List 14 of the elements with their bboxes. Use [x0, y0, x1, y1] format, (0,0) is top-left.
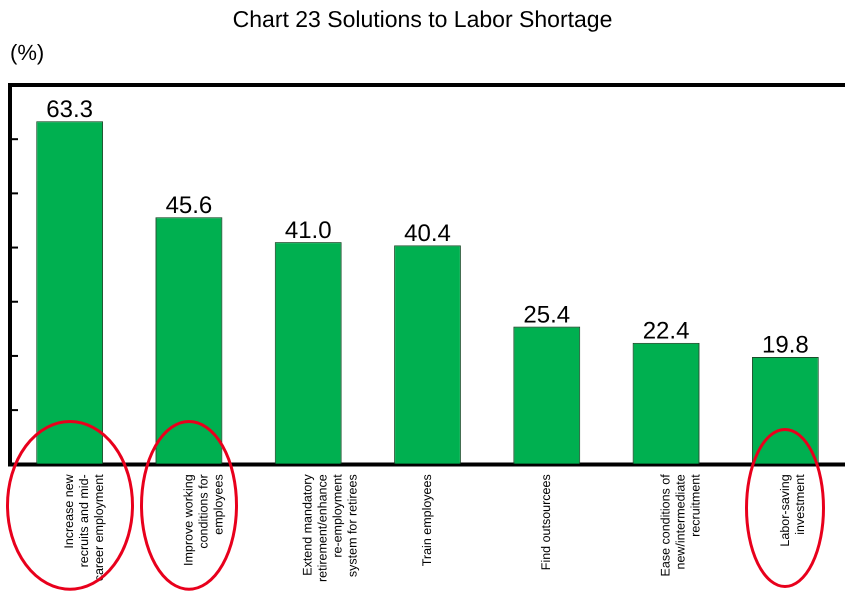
data-label: 63.3 — [46, 96, 93, 123]
y-axis-title: (%) — [10, 40, 44, 66]
data-label: 41.0 — [284, 216, 332, 244]
x-tick-label: Train employees — [420, 474, 434, 566]
x-tick-label: Labor-saving investment — [778, 474, 807, 547]
x-tick-label: Improve working conditions for employees — [181, 474, 226, 566]
x-tick-label: Ease conditions of new/intermediate recruitment — [658, 474, 703, 576]
chart-title: Chart 23 Solutions to Labor Shortage — [232, 6, 614, 33]
data-label: 45.6 — [166, 192, 212, 219]
data-label: 22.4 — [642, 318, 690, 345]
x-tick-label: Find outsourcees — [539, 474, 554, 570]
data-label: 19.8 — [762, 332, 809, 359]
data-label: 25.4 — [523, 301, 570, 328]
data-label: 40.4 — [404, 220, 451, 248]
